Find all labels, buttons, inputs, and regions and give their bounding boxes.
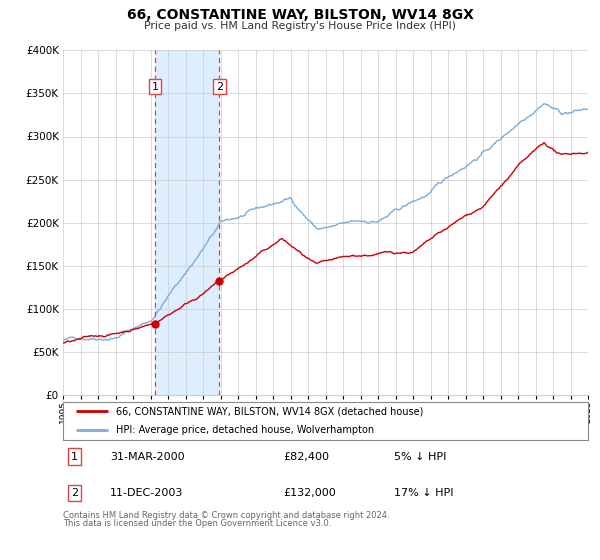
Text: £82,400: £82,400 xyxy=(284,451,329,461)
Text: 17% ↓ HPI: 17% ↓ HPI xyxy=(394,488,453,498)
Text: 5% ↓ HPI: 5% ↓ HPI xyxy=(394,451,446,461)
Text: 1: 1 xyxy=(71,451,78,461)
Text: 66, CONSTANTINE WAY, BILSTON, WV14 8GX (detached house): 66, CONSTANTINE WAY, BILSTON, WV14 8GX (… xyxy=(115,407,423,417)
FancyBboxPatch shape xyxy=(63,402,588,440)
Text: 2: 2 xyxy=(71,488,78,498)
Text: Contains HM Land Registry data © Crown copyright and database right 2024.: Contains HM Land Registry data © Crown c… xyxy=(63,511,389,520)
Text: £132,000: £132,000 xyxy=(284,488,336,498)
Text: 1: 1 xyxy=(151,82,158,92)
Text: HPI: Average price, detached house, Wolverhampton: HPI: Average price, detached house, Wolv… xyxy=(115,426,374,436)
Bar xyxy=(155,50,220,395)
Text: This data is licensed under the Open Government Licence v3.0.: This data is licensed under the Open Gov… xyxy=(63,519,331,528)
Text: 31-MAR-2000: 31-MAR-2000 xyxy=(110,451,185,461)
Text: 11-DEC-2003: 11-DEC-2003 xyxy=(110,488,184,498)
Text: Price paid vs. HM Land Registry's House Price Index (HPI): Price paid vs. HM Land Registry's House … xyxy=(144,21,456,31)
Text: 66, CONSTANTINE WAY, BILSTON, WV14 8GX: 66, CONSTANTINE WAY, BILSTON, WV14 8GX xyxy=(127,8,473,22)
Text: 2: 2 xyxy=(216,82,223,92)
